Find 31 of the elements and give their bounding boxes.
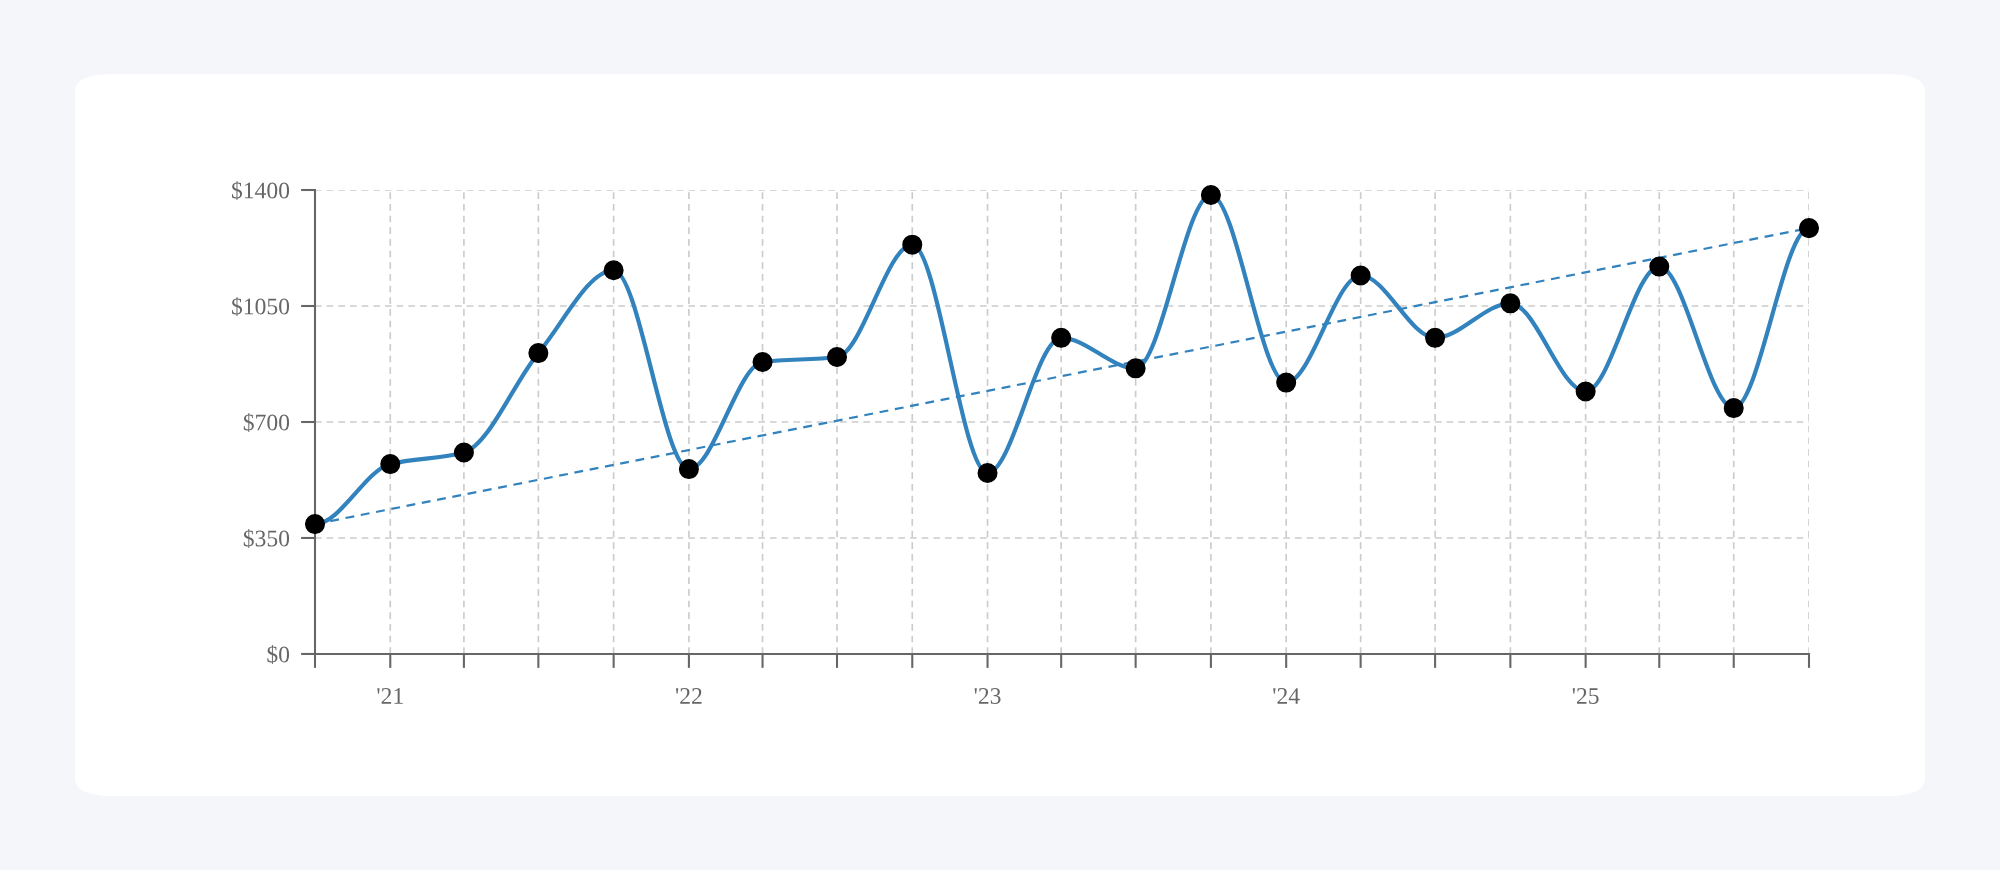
point xyxy=(1051,327,1072,348)
point xyxy=(1649,256,1670,277)
point xyxy=(1798,218,1820,239)
point xyxy=(1425,327,1446,348)
point xyxy=(977,463,998,484)
point xyxy=(1723,398,1744,419)
x-tick-label: '24 xyxy=(1273,688,1300,704)
point xyxy=(1500,293,1521,314)
x-tick-label: '23 xyxy=(974,688,1001,704)
point xyxy=(902,234,923,255)
point xyxy=(1276,372,1297,393)
y-tick-label: $700 xyxy=(243,413,290,432)
point xyxy=(603,260,624,281)
y-tick-label: $1400 xyxy=(231,181,290,200)
point xyxy=(826,347,848,368)
x-tick-label: '21 xyxy=(377,688,403,704)
point xyxy=(380,454,401,475)
x-tick-label: '25 xyxy=(1572,688,1599,704)
y-tick-label: $0 xyxy=(267,645,290,664)
point xyxy=(1125,358,1146,379)
y-tick-label: $1050 xyxy=(231,297,290,316)
point xyxy=(1200,184,1221,205)
x-tick-label: '22 xyxy=(675,688,702,704)
point xyxy=(528,343,549,364)
point xyxy=(304,514,326,535)
y-tick-label: $350 xyxy=(243,529,290,548)
point xyxy=(678,459,699,480)
point xyxy=(453,442,474,463)
point xyxy=(752,351,773,373)
point xyxy=(1575,381,1596,402)
point xyxy=(1350,265,1371,286)
